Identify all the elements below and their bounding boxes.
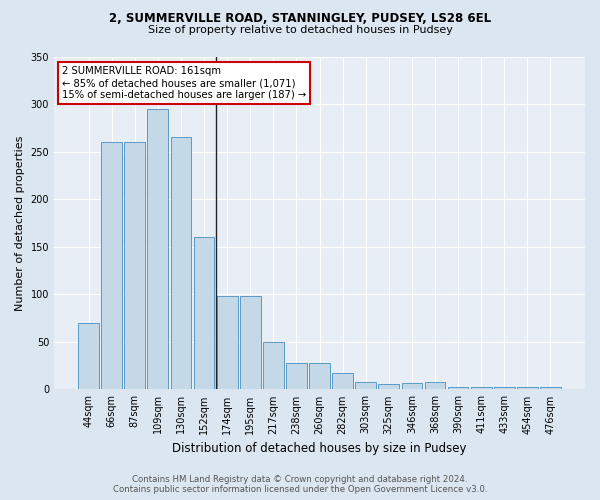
Bar <box>217 296 238 390</box>
Bar <box>332 374 353 390</box>
Bar <box>494 386 515 390</box>
Text: 2, SUMMERVILLE ROAD, STANNINGLEY, PUDSEY, LS28 6EL: 2, SUMMERVILLE ROAD, STANNINGLEY, PUDSEY… <box>109 12 491 26</box>
Text: Contains HM Land Registry data © Crown copyright and database right 2024.
Contai: Contains HM Land Registry data © Crown c… <box>113 474 487 494</box>
Bar <box>448 386 469 390</box>
Bar <box>263 342 284 390</box>
Bar <box>78 323 99 390</box>
Bar <box>194 237 214 390</box>
Bar <box>124 142 145 390</box>
Bar <box>101 142 122 390</box>
Bar <box>286 363 307 390</box>
Bar <box>240 296 260 390</box>
Bar <box>309 363 330 390</box>
Bar <box>540 386 561 390</box>
X-axis label: Distribution of detached houses by size in Pudsey: Distribution of detached houses by size … <box>172 442 467 455</box>
Text: Size of property relative to detached houses in Pudsey: Size of property relative to detached ho… <box>148 25 452 35</box>
Bar <box>379 384 399 390</box>
Bar <box>401 383 422 390</box>
Bar <box>170 138 191 390</box>
Y-axis label: Number of detached properties: Number of detached properties <box>15 136 25 310</box>
Bar <box>148 109 168 390</box>
Bar <box>425 382 445 390</box>
Bar <box>355 382 376 390</box>
Bar <box>471 386 491 390</box>
Text: 2 SUMMERVILLE ROAD: 161sqm
← 85% of detached houses are smaller (1,071)
15% of s: 2 SUMMERVILLE ROAD: 161sqm ← 85% of deta… <box>62 66 306 100</box>
Bar <box>517 386 538 390</box>
